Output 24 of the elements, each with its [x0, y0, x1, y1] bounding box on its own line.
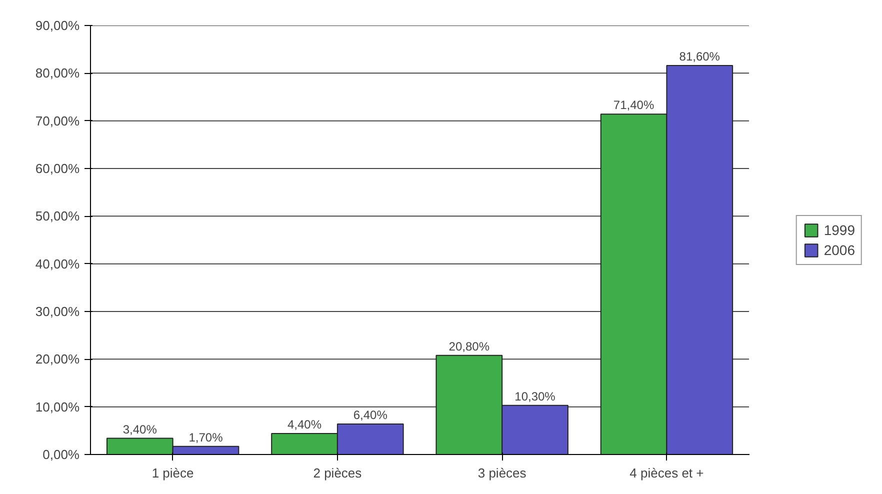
x-tick-label: 4 pièces et + [630, 466, 704, 480]
y-tick-label: 20,00% [35, 352, 80, 367]
x-tick-label: 2 pièces [313, 466, 362, 480]
x-tick-label: 3 pièces [478, 466, 527, 480]
data-label: 6,40% [353, 408, 388, 422]
y-tick-label: 50,00% [35, 208, 80, 224]
y-tick-label: 60,00% [35, 161, 80, 176]
y-tick-label: 90,00% [35, 18, 80, 33]
y-tick-label: 10,00% [35, 399, 80, 414]
data-label: 20,80% [448, 339, 490, 354]
data-label: 10,30% [514, 389, 556, 404]
data-label: 3,40% [122, 422, 158, 436]
y-tick-label: 70,00% [35, 113, 80, 128]
y-tick-label: 0,00% [42, 447, 80, 462]
data-label: 71,40% [613, 98, 654, 112]
data-label: 4,40% [288, 418, 322, 432]
y-tick-label: 80,00% [35, 66, 80, 81]
y-tick-label: 40,00% [35, 256, 80, 272]
data-label: 81,60% [679, 50, 720, 64]
x-tick-label: 1 pièce [152, 466, 194, 480]
legend-label: 1999 [824, 222, 855, 238]
y-tick-label: 30,00% [35, 304, 80, 319]
legend-label: 2006 [824, 242, 855, 258]
data-label: 1,70% [188, 430, 224, 444]
